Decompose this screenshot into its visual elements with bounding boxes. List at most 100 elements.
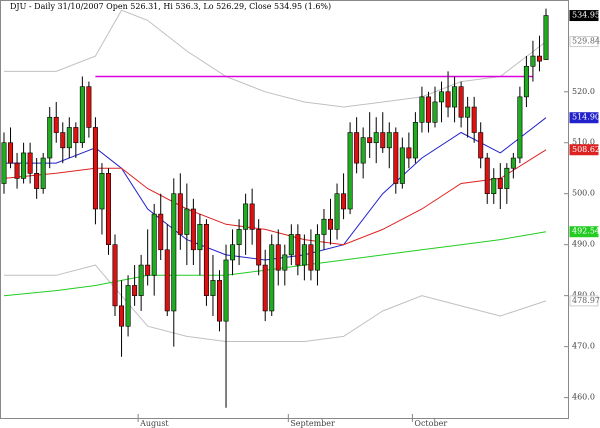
candle-body bbox=[223, 259, 229, 322]
candle-body bbox=[458, 86, 464, 118]
candle-body bbox=[249, 203, 255, 230]
candle-body bbox=[347, 132, 353, 210]
candle-body bbox=[484, 157, 490, 195]
candle-body bbox=[236, 229, 242, 245]
candle-body bbox=[282, 254, 288, 271]
candle-body bbox=[328, 218, 334, 230]
candle-body bbox=[125, 285, 131, 327]
y-tick-label: 480.0 bbox=[572, 291, 595, 300]
candle-body bbox=[380, 132, 386, 149]
candle-body bbox=[301, 244, 307, 266]
candle-body bbox=[14, 162, 20, 179]
candle-body bbox=[79, 86, 85, 144]
candle-body bbox=[275, 244, 281, 271]
value-tag bbox=[569, 226, 599, 238]
value-tag-label: 508.623 bbox=[572, 145, 600, 154]
plot-frame bbox=[0, 0, 569, 419]
candle-body bbox=[119, 305, 125, 327]
candle-body bbox=[465, 106, 471, 118]
candle-body bbox=[34, 173, 40, 189]
candle-body bbox=[92, 127, 98, 210]
candle-body bbox=[105, 173, 111, 245]
x-tick-label: September bbox=[290, 419, 335, 428]
candle-body bbox=[354, 132, 360, 164]
candle-body bbox=[452, 86, 458, 108]
candle-body bbox=[432, 101, 438, 123]
candle-body bbox=[145, 264, 151, 276]
candle-body bbox=[523, 65, 529, 98]
candle-body bbox=[295, 234, 301, 266]
candle-body bbox=[53, 116, 59, 133]
y-tick-label: 500.0 bbox=[572, 189, 595, 198]
value-tag-label: 529.847 bbox=[572, 37, 600, 46]
candle-body bbox=[269, 244, 275, 312]
candle-body bbox=[510, 157, 516, 169]
value-tag bbox=[569, 112, 599, 124]
candle-body bbox=[158, 213, 164, 251]
candle-body bbox=[360, 137, 366, 164]
candle-body bbox=[66, 127, 72, 149]
value-tag-label: 478.970 bbox=[572, 296, 600, 305]
candle-body bbox=[210, 280, 216, 296]
y-tick-label: 490.0 bbox=[572, 240, 595, 249]
candle-body bbox=[373, 132, 379, 144]
value-tag bbox=[569, 295, 599, 307]
candle-body bbox=[367, 137, 373, 144]
candle-body bbox=[386, 132, 392, 149]
candle-body bbox=[27, 152, 33, 174]
candle-body bbox=[216, 280, 222, 322]
candle-body bbox=[412, 122, 418, 159]
y-tick-label: 510.0 bbox=[572, 138, 595, 147]
candle-body bbox=[439, 91, 445, 103]
candle-body bbox=[543, 15, 549, 60]
candle-body bbox=[471, 106, 477, 133]
candle-body bbox=[419, 96, 425, 123]
x-tick-label: October bbox=[414, 419, 447, 428]
candle-body bbox=[399, 147, 405, 184]
candle-body bbox=[73, 127, 79, 144]
candle-body bbox=[256, 229, 262, 266]
candle-body bbox=[406, 147, 412, 159]
candle-body bbox=[184, 208, 190, 235]
candle-body bbox=[171, 193, 177, 312]
candle-body bbox=[478, 132, 484, 159]
candle-body bbox=[230, 244, 236, 261]
candle-body bbox=[190, 208, 196, 251]
candle-body bbox=[86, 86, 92, 128]
value-tag bbox=[569, 144, 599, 156]
candle-body bbox=[132, 285, 138, 296]
candle-body bbox=[497, 178, 503, 189]
value-tag bbox=[569, 36, 599, 48]
candle-body bbox=[243, 203, 249, 230]
candle-body bbox=[504, 167, 510, 189]
candle-body bbox=[164, 249, 170, 312]
candle-body bbox=[151, 213, 157, 276]
candle-body bbox=[536, 55, 542, 62]
candle-body bbox=[1, 142, 7, 184]
candle-body bbox=[288, 234, 294, 256]
value-tag-label: 514.907 bbox=[572, 113, 600, 122]
value-tag bbox=[569, 10, 599, 22]
candle-body bbox=[341, 193, 347, 210]
value-tag-label: 492.542 bbox=[572, 227, 600, 236]
candle-body bbox=[445, 91, 451, 108]
candle-body bbox=[530, 55, 536, 67]
candle-body bbox=[321, 218, 327, 235]
candle-body bbox=[334, 193, 340, 230]
x-tick-label: August bbox=[139, 419, 169, 428]
candle-body bbox=[8, 142, 14, 164]
candle-body bbox=[262, 264, 268, 312]
candle-body bbox=[197, 223, 203, 251]
candle-body bbox=[99, 173, 105, 210]
candle-body bbox=[393, 132, 399, 184]
candle-body bbox=[203, 223, 209, 296]
candle-body bbox=[491, 178, 497, 195]
candle-body bbox=[60, 132, 66, 149]
candle-body bbox=[138, 264, 144, 296]
candle-body bbox=[517, 96, 523, 159]
value-tag-label: 534.95 bbox=[572, 11, 600, 20]
y-tick-label: 470.0 bbox=[572, 342, 595, 351]
y-tick-label: 520.0 bbox=[572, 87, 595, 96]
candle-body bbox=[177, 193, 183, 235]
